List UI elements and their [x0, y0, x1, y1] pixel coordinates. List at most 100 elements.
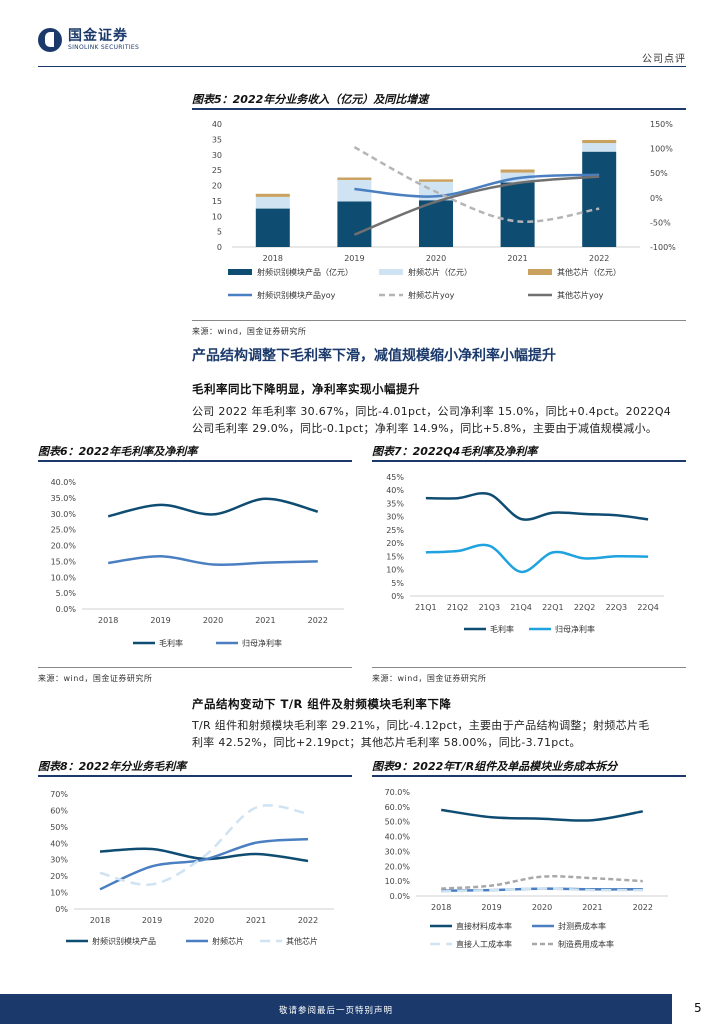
x-tick-label: 2022: [308, 616, 328, 625]
bar-segment-3: [255, 193, 290, 197]
x-tick-label: 2019: [150, 616, 170, 625]
series-line-2: [99, 837, 309, 891]
legend-swatch: [228, 269, 252, 275]
fig5-top-rule: [192, 108, 686, 110]
x-tick-label: 2020: [203, 616, 223, 625]
x-tick-label: 2021: [507, 254, 527, 263]
footer-disclaimer: 敬请参阅最后一页特别声明: [278, 1006, 393, 1016]
legend-label: 直接人工成本率: [456, 939, 512, 949]
bar-segment-1: [337, 201, 372, 247]
series-line-4: [441, 875, 643, 890]
footer-bar: [0, 994, 672, 1024]
legend-label: 射频识别模块产品yoy: [257, 290, 336, 300]
x-tick-label: 2019: [481, 903, 501, 912]
legend-label: 其他芯片: [286, 936, 318, 946]
y-tick-label: 5%: [391, 579, 404, 588]
bar-segment-3: [419, 179, 453, 182]
y-tick-label: 0%: [55, 905, 68, 914]
y-tick-label: 10.0%: [51, 573, 77, 582]
y2-tick-label: -100%: [650, 243, 676, 252]
fig6-bottom-rule: [38, 667, 352, 668]
y-tick-label: 30%: [50, 856, 68, 865]
y-tick-label: 45%: [386, 473, 404, 482]
fig6-chart: 0.0% 5.0% 10.0% 15.0% 20.0% 25.0% 30.0% 35.0% 40…: [51, 478, 344, 648]
fig9-chart: 0.0% 10.0% 20.0% 30.0% 40.0% 50.0% 60.0% 70.0% 2…: [385, 788, 668, 949]
x-tick-label: 22Q3: [606, 603, 628, 612]
legend-label: 归母净利率: [242, 638, 282, 648]
y-tick-label: 40.0%: [51, 478, 77, 487]
legend-label: 直接材料成本率: [456, 921, 512, 931]
fig8-chart: 0% 10% 20% 30% 40% 50% 60% 70% 2018 2019 2020 2021 2…: [50, 790, 334, 946]
paragraph-1-line-1: 公司 2022 年毛利率 30.67%，同比-4.01pct，公司净利率 15.…: [192, 405, 672, 418]
y-tick-label: 35: [212, 135, 222, 144]
y-tick-label: 30: [212, 151, 222, 160]
x-tick-label: 22Q1: [542, 603, 564, 612]
bar-segment-1: [582, 151, 617, 247]
fig8-title: 图表8：2022年分业务毛利率: [38, 760, 187, 773]
y-tick-label: 15%: [386, 552, 404, 561]
legend-label: 毛利率: [490, 624, 514, 634]
legend-label: 射频芯片: [212, 936, 244, 946]
x-tick-label: 2018: [431, 903, 451, 912]
series-line-1: [441, 808, 644, 822]
series-line-2: [108, 555, 318, 567]
y-tick-label: 20%: [50, 872, 68, 881]
x-tick-label: 2022: [298, 916, 318, 925]
bar-segment-2: [582, 143, 617, 152]
x-tick-label: 2022: [589, 254, 609, 263]
y2-tick-label: -50%: [650, 218, 671, 227]
fig9-top-rule: [372, 775, 686, 777]
x-tick-label: 2021: [246, 916, 266, 925]
fig6-top-rule: [38, 460, 352, 462]
document-type: 公司点评: [642, 54, 686, 65]
y-tick-label: 30.0%: [385, 847, 411, 856]
y2-tick-label: 50%: [650, 169, 668, 178]
legend-label: 制造费用成本率: [558, 939, 614, 949]
y-tick-label: 10.0%: [385, 877, 411, 886]
y-tick-label: 20: [212, 182, 222, 191]
fig5-source: 来源：wind，国金证券研究所: [192, 327, 307, 336]
fig7-source: 来源：wind，国金证券研究所: [372, 674, 487, 683]
y-tick-label: 35.0%: [51, 494, 77, 503]
header-divider: [38, 66, 686, 67]
y-tick-label: 70.0%: [385, 788, 411, 797]
y-tick-label: 10%: [386, 566, 404, 575]
series-line-3: [99, 804, 309, 887]
series-line-3: [441, 887, 643, 893]
fig5-chart: 0 5 10 15 20 25 30 35 40 -100% -50% 0% 50% 100% 150% 20…: [212, 120, 676, 300]
bar-segment-1: [419, 200, 453, 247]
bar-segment-1: [500, 182, 535, 247]
x-tick-label: 21Q3: [479, 603, 501, 612]
y-tick-label: 50.0%: [385, 818, 411, 827]
paragraph-1-line-2: 公司毛利率 29.0%，同比-0.1pct；净利率 14.9%，同比+5.8%，…: [192, 422, 658, 435]
x-tick-label: 2019: [344, 254, 364, 263]
y-tick-label: 20.0%: [385, 862, 411, 871]
x-tick-label: 2021: [582, 903, 602, 912]
legend-label: 归母净利率: [555, 624, 595, 634]
y2-tick-label: 0%: [650, 194, 663, 203]
x-tick-label: 21Q2: [447, 603, 469, 612]
y-tick-label: 25%: [386, 526, 404, 535]
bar-segment-2: [337, 179, 372, 202]
x-tick-label: 22Q4: [637, 603, 659, 612]
x-tick-label: 2021: [255, 616, 275, 625]
legend-swatch: [528, 269, 552, 275]
y-tick-label: 5: [217, 228, 222, 237]
y-tick-label: 25.0%: [51, 526, 77, 535]
legend-label: 封测费成本率: [558, 921, 606, 931]
y-tick-label: 60%: [50, 806, 68, 815]
subsection-title-2: 产品结构变动下 T/R 组件及射频模块毛利率下降: [192, 697, 452, 711]
yoy-line-3: [353, 175, 600, 236]
paragraph-2-line-2: 利率 42.52%，同比+2.19pct；其他芯片毛利率 58.00%，同比-3…: [192, 736, 581, 749]
page-number: 5: [694, 1001, 702, 1015]
company-logo: 国金证券 SINOLINK SECURITIES: [38, 28, 139, 52]
fig7-chart: 0% 5% 10% 15% 20% 25% 30% 35% 40% 45% 21Q1 21Q2 21Q3…: [386, 473, 664, 634]
y-tick-label: 0.0%: [56, 605, 77, 614]
y-tick-label: 15: [212, 197, 222, 206]
fig7-top-rule: [372, 460, 686, 462]
section-title: 产品结构调整下毛利率下滑，减值规模缩小净利率小幅提升: [192, 348, 556, 364]
y-tick-label: 10%: [50, 889, 68, 898]
page-header: 国金证券 SINOLINK SECURITIES 公司点评: [0, 0, 724, 70]
y-tick-label: 25: [212, 166, 222, 175]
y-tick-label: 50%: [50, 823, 68, 832]
